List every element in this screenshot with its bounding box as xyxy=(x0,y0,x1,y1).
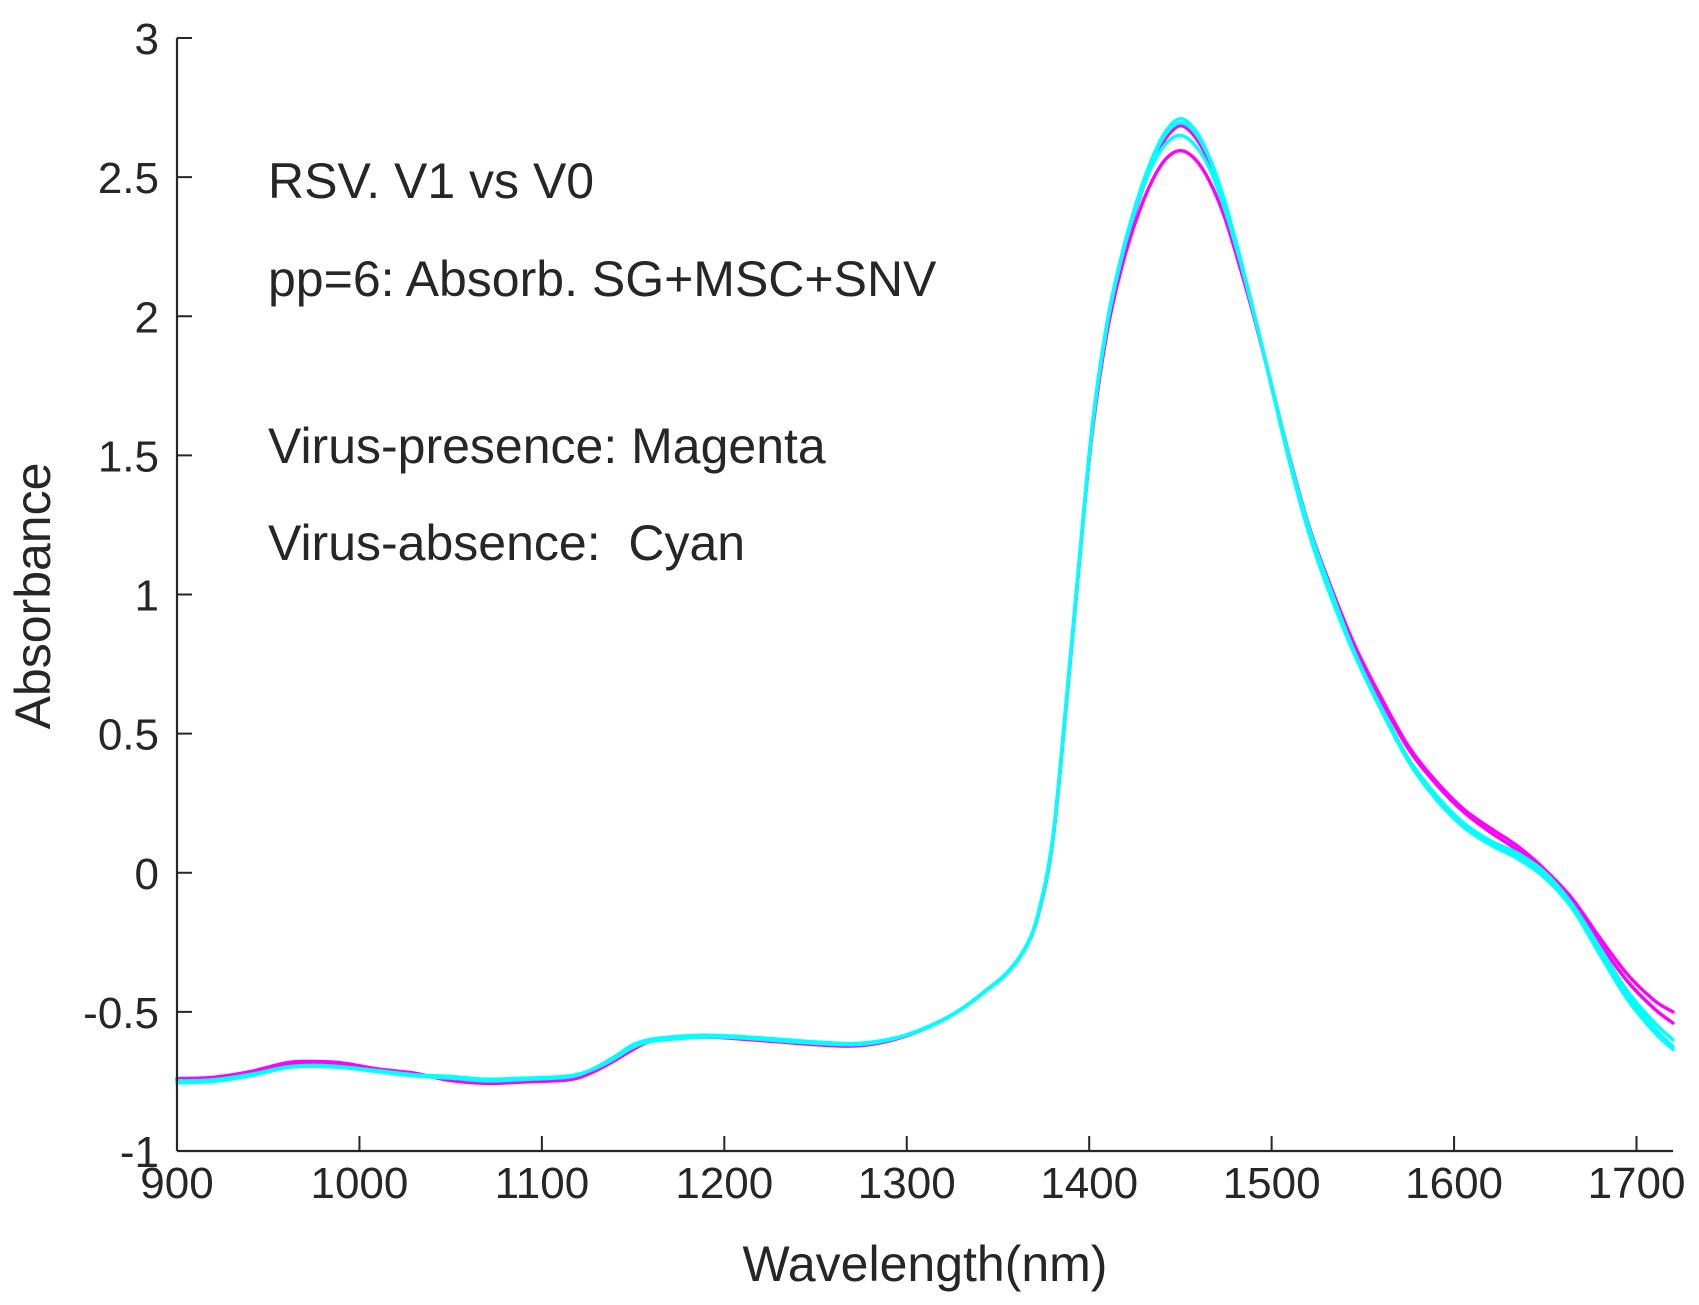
y-tick-label: 2 xyxy=(135,293,159,342)
x-tick-label: 900 xyxy=(140,1159,213,1208)
y-tick-label: 2.5 xyxy=(98,154,159,203)
y-tick-label: -1 xyxy=(120,1128,159,1177)
x-tick-label: 1400 xyxy=(1040,1159,1138,1208)
y-tick-label: 1.5 xyxy=(98,432,159,481)
y-tick-label: 1 xyxy=(135,572,159,621)
x-tick-label: 1500 xyxy=(1223,1159,1321,1208)
series-layer xyxy=(175,116,1675,1086)
annotation-virus-presence: Virus-presence: Magenta xyxy=(268,418,826,474)
x-tick-label: 1300 xyxy=(858,1159,956,1208)
y-tick-label: 0 xyxy=(135,850,159,899)
x-tick-label: 1000 xyxy=(310,1159,408,1208)
y-tick-label: -0.5 xyxy=(83,989,159,1038)
ticks: -1 -0.5 0 0.5 1 1.5 2 2.5 3 900 1000 1100 1200 1300 14… xyxy=(83,15,1685,1208)
annotation-virus-absence: Virus-absence: Cyan xyxy=(268,515,746,571)
x-axis-label: Wavelength(nm) xyxy=(743,1236,1108,1292)
x-tick-label: 1200 xyxy=(675,1159,773,1208)
annotation-dataset: RSV. V1 vs V0 xyxy=(268,153,595,209)
y-tick-label: 3 xyxy=(135,15,159,64)
x-tick-label: 1600 xyxy=(1405,1159,1503,1208)
annotation-preprocessing: pp=6: Absorb. SG+MSC+SNV xyxy=(268,251,937,307)
y-tick-label: 0.5 xyxy=(98,711,159,760)
y-axis-label: Absorbance xyxy=(5,463,61,730)
x-tick-label: 1100 xyxy=(495,1159,590,1208)
spectrum-line-cyan-3 xyxy=(175,133,1675,1083)
x-tick-label: 1700 xyxy=(1588,1159,1686,1208)
